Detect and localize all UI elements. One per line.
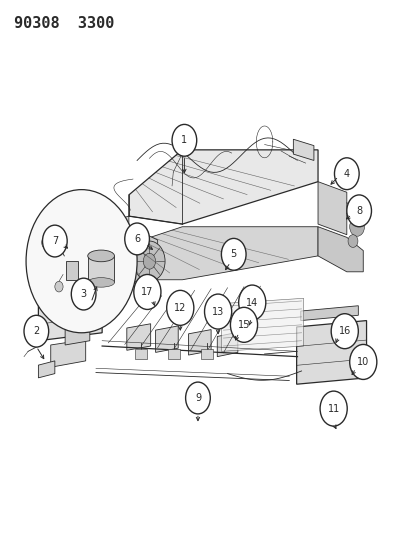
Circle shape [124,223,149,255]
Ellipse shape [119,227,149,242]
Text: 1: 1 [181,135,187,146]
Polygon shape [155,326,178,352]
Circle shape [334,158,358,190]
Circle shape [26,190,137,333]
Polygon shape [126,324,150,350]
Polygon shape [110,227,317,280]
FancyBboxPatch shape [66,262,78,280]
Polygon shape [317,227,362,272]
Polygon shape [65,325,90,345]
Circle shape [221,238,245,270]
Text: 11: 11 [327,403,339,414]
Text: 12: 12 [173,303,186,313]
Ellipse shape [88,250,114,262]
Circle shape [230,308,257,342]
Polygon shape [221,298,303,351]
FancyBboxPatch shape [135,349,147,359]
Polygon shape [128,150,317,224]
Text: 16: 16 [338,326,350,336]
Text: 14: 14 [245,297,258,308]
Circle shape [166,290,193,325]
Polygon shape [188,329,211,355]
Circle shape [133,241,165,281]
Circle shape [71,278,96,310]
Circle shape [143,253,155,269]
FancyBboxPatch shape [88,256,114,282]
Polygon shape [51,340,85,367]
FancyBboxPatch shape [168,349,180,359]
Circle shape [347,235,357,247]
Polygon shape [317,182,346,235]
Text: 7: 7 [52,236,58,246]
Circle shape [349,217,363,236]
Text: 3: 3 [81,289,86,299]
FancyBboxPatch shape [200,349,213,359]
Circle shape [133,274,161,310]
Text: 13: 13 [211,306,224,317]
Polygon shape [110,232,157,290]
Circle shape [43,225,67,257]
Polygon shape [293,139,313,160]
Polygon shape [38,361,55,378]
Circle shape [238,285,265,320]
Text: 2: 2 [33,326,39,336]
Text: 4: 4 [343,169,349,179]
Text: 8: 8 [355,206,361,216]
Circle shape [346,195,370,227]
Circle shape [24,316,49,347]
Text: 9: 9 [195,393,201,403]
Polygon shape [296,320,366,384]
Text: 90308  3300: 90308 3300 [14,16,114,31]
Text: 6: 6 [134,234,140,244]
Polygon shape [300,306,358,320]
Polygon shape [110,216,128,253]
Circle shape [172,124,196,156]
Polygon shape [217,332,237,357]
Polygon shape [38,266,102,341]
Circle shape [330,314,358,349]
Text: 15: 15 [237,320,249,330]
Text: 10: 10 [356,357,368,367]
Circle shape [319,391,347,426]
Circle shape [55,281,63,292]
Circle shape [349,344,376,379]
Text: 5: 5 [230,249,236,260]
Circle shape [185,382,210,414]
Text: 17: 17 [141,287,153,297]
Circle shape [204,294,231,329]
Ellipse shape [88,278,114,287]
